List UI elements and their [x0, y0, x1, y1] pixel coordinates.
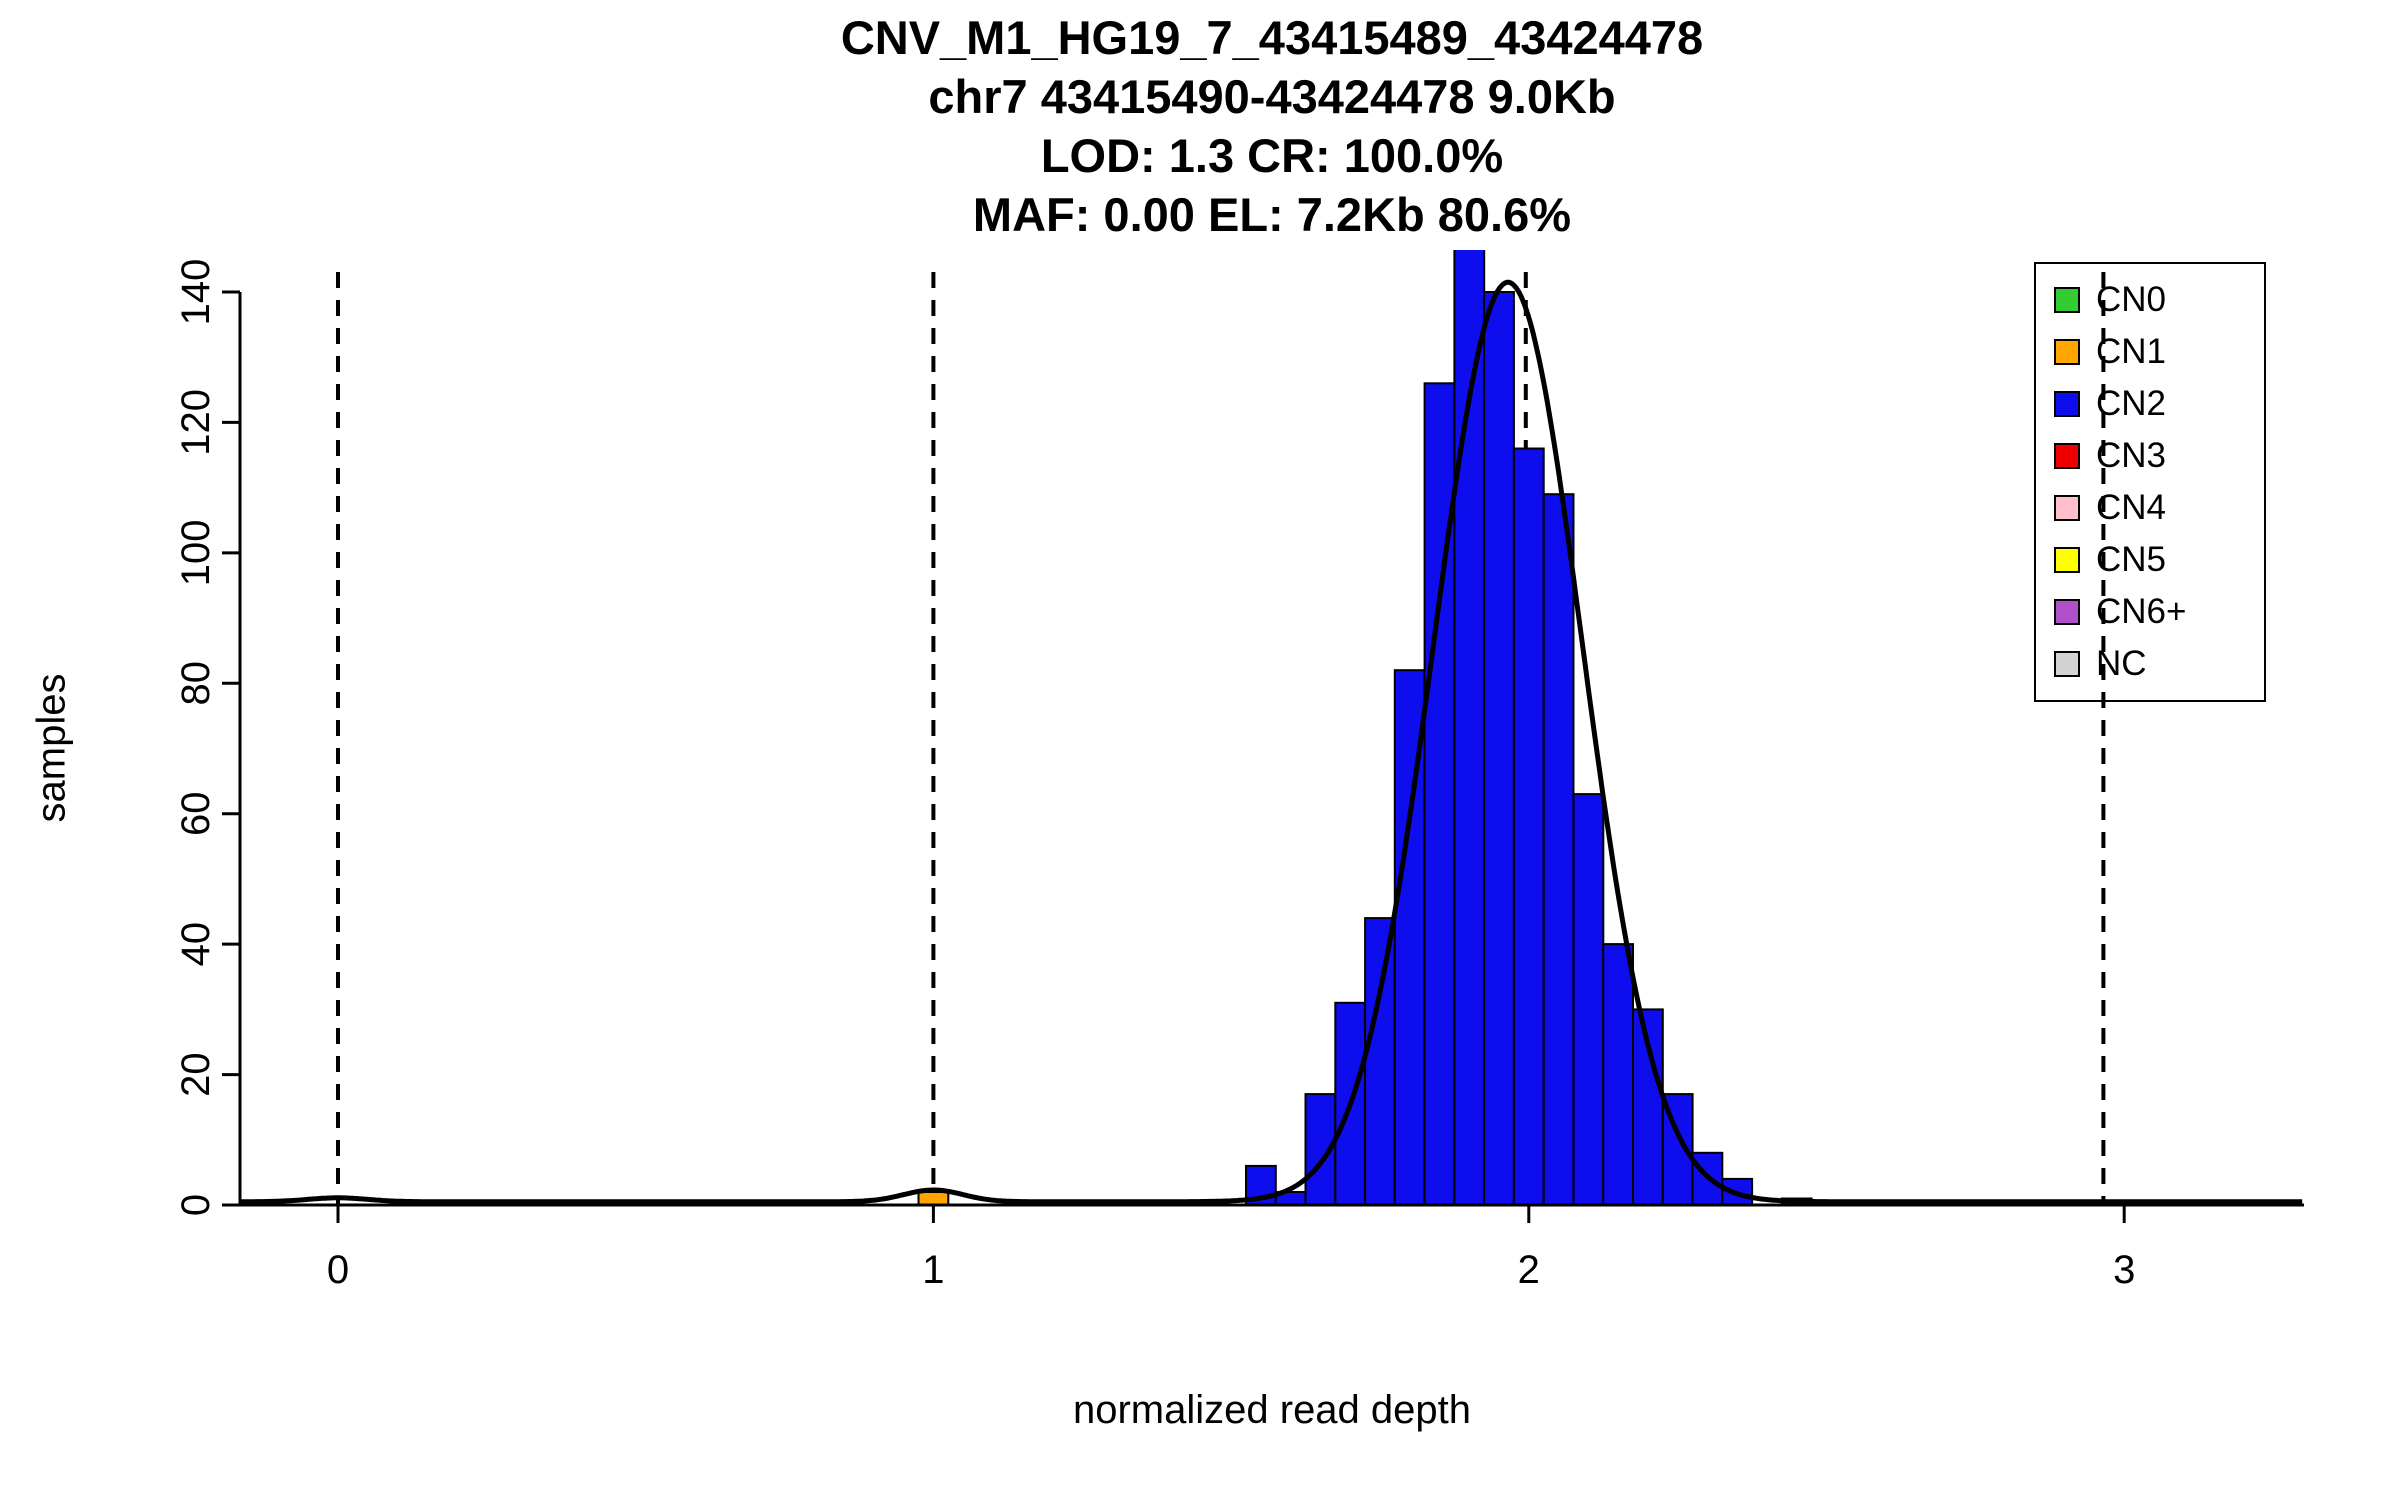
legend-item-cn0: CN0 [2054, 280, 2264, 320]
legend-label: CN5 [2096, 540, 2167, 579]
y-tick-label: 0 [174, 1194, 218, 1216]
legend-label: CN3 [2096, 436, 2167, 475]
histogram-bar-CN1 [917, 1191, 950, 1206]
chart-title-line-4: MAF: 0.00 EL: 7.2Kb 80.6% [972, 188, 1572, 241]
legend-label: CN4 [2096, 488, 2167, 527]
y-tick-label: 40 [174, 922, 218, 967]
x-tick-label: 0 [327, 1248, 349, 1292]
y-tick-label: 100 [174, 520, 218, 587]
x-tick-label: 1 [922, 1248, 944, 1292]
y-axis-label: samples [29, 673, 74, 823]
legend-item-cn2: CN2 [2054, 384, 2264, 424]
histogram-bar-CN2 [1483, 291, 1515, 1206]
chart-title-line-3: LOD: 1.3 CR: 100.0% [1040, 129, 1504, 182]
legend-item-nc: NC [2054, 644, 2264, 684]
legend-item-cn6plus: CN6+ [2054, 592, 2264, 632]
y-tick-label: 140 [174, 259, 218, 326]
histogram-bar-CN2 [1512, 447, 1545, 1206]
y-tick-label: 20 [174, 1052, 218, 1097]
histogram-bar-CN2 [1364, 917, 1396, 1206]
legend-swatch-nc [2054, 651, 2080, 677]
legend-swatch-cn0 [2054, 287, 2080, 313]
x-tick-label: 2 [1518, 1248, 1540, 1292]
chart-title-line-1: CNV_M1_HG19_7_43415489_43424478 [840, 11, 1704, 64]
legend-label: CN1 [2096, 332, 2167, 371]
legend-swatch-cn2 [2054, 391, 2080, 417]
legend-item-cn5: CN5 [2054, 540, 2264, 580]
legend-item-cn3: CN3 [2054, 436, 2264, 476]
legend-swatch-cn5 [2054, 547, 2080, 573]
x-axis-label: normalized read depth [1072, 1388, 1472, 1432]
y-tick-label: 60 [174, 791, 218, 836]
legend-label: NC [2096, 644, 2147, 683]
histogram-bar-CN2 [1572, 793, 1605, 1206]
histogram-bar-CN2 [1602, 943, 1634, 1206]
density-curve [240, 279, 2303, 1205]
legend-swatch-cn3 [2054, 443, 2080, 469]
legend-swatch-cn1 [2054, 339, 2080, 365]
legend-item-cn4: CN4 [2054, 488, 2264, 528]
chart-title-block: CNV_M1_HG19_7_43415489_43424478 chr7 434… [72, 8, 2400, 244]
legend-label: CN0 [2096, 280, 2167, 319]
x-tick-label: 3 [2113, 1248, 2135, 1292]
y-tick-label: 120 [174, 389, 218, 456]
legend-item-cn1: CN1 [2054, 332, 2264, 372]
legend-swatch-cn4 [2054, 495, 2080, 521]
y-tick-label: 80 [174, 661, 218, 706]
legend-label: CN6+ [2096, 592, 2187, 631]
legend: CN0 CN1 CN2 CN3 CN4 CN5 CN6+ NC [2034, 262, 2266, 702]
legend-label: CN2 [2096, 384, 2167, 423]
legend-swatch-cn6plus [2054, 599, 2080, 625]
histogram-bar-CN2 [1542, 493, 1575, 1206]
chart-title-line-2: chr7 43415490-43424478 9.0Kb [928, 70, 1616, 123]
